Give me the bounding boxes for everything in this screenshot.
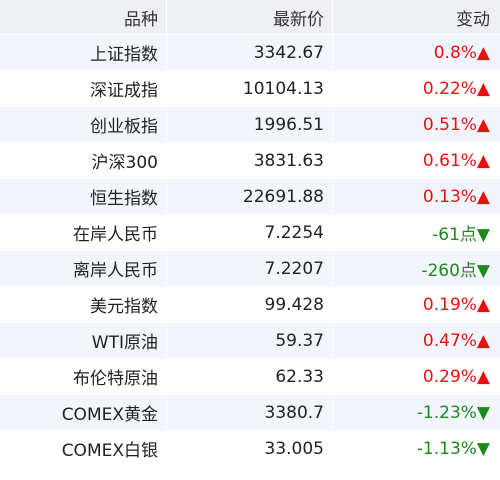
change-cell: -1.13%▼ bbox=[416, 438, 490, 459]
name-cell: 深证成指 bbox=[0, 71, 167, 106]
change-cell: 0.47%▲ bbox=[422, 330, 490, 351]
price-cell: 22691.88 bbox=[167, 179, 333, 214]
table-row: 在岸人民币 7.2254 -61点▼ bbox=[0, 215, 500, 251]
header-cell: 变动 bbox=[456, 9, 490, 30]
table-row: 上证指数 3342.67 0.8%▲ bbox=[0, 35, 500, 71]
table-row: 离岸人民币 7.2207 -260点▼ bbox=[0, 251, 500, 287]
name-cell: 上证指数 bbox=[0, 35, 167, 70]
change-cell: -1.23%▼ bbox=[416, 402, 490, 423]
name-cell: WTI原油 bbox=[0, 323, 167, 358]
change-cell: 0.22%▲ bbox=[422, 78, 490, 99]
header-cell: 品种 bbox=[0, 0, 167, 34]
name-cell: COMEX黄金 bbox=[0, 395, 167, 430]
change-cell: 0.29%▲ bbox=[422, 366, 490, 387]
table-body: 上证指数 3342.67 0.8%▲ 深证成指 10104.13 0.22%▲ 创业板指 19… bbox=[0, 35, 500, 467]
name-cell: 在岸人民币 bbox=[0, 215, 167, 250]
price-cell: 10104.13 bbox=[167, 71, 333, 106]
price-cell: 59.37 bbox=[167, 323, 333, 358]
price-cell: 1996.51 bbox=[167, 107, 333, 142]
change-cell: -61点▼ bbox=[432, 225, 490, 245]
price-cell: 3831.63 bbox=[167, 143, 333, 178]
name-cell: 美元指数 bbox=[0, 287, 167, 322]
name-cell: 布伦特原油 bbox=[0, 359, 167, 394]
price-cell: 3380.7 bbox=[167, 395, 333, 430]
price-cell: 7.2207 bbox=[167, 251, 333, 286]
change-cell: -260点▼ bbox=[421, 261, 490, 281]
price-cell: 3342.67 bbox=[167, 35, 333, 70]
header-row: 品种 最新价 变动 bbox=[0, 0, 500, 35]
name-cell: 恒生指数 bbox=[0, 179, 167, 214]
name-cell: COMEX白银 bbox=[0, 431, 167, 466]
table-row: COMEX黄金 3380.7 -1.23%▼ bbox=[0, 395, 500, 431]
change-cell: 0.13%▲ bbox=[422, 186, 490, 207]
table-row: 布伦特原油 62.33 0.29%▲ bbox=[0, 359, 500, 395]
header-cell: 最新价 bbox=[167, 0, 333, 34]
name-cell: 创业板指 bbox=[0, 107, 167, 142]
table-row: WTI原油 59.37 0.47%▲ bbox=[0, 323, 500, 359]
table-row: 沪深300 3831.63 0.61%▲ bbox=[0, 143, 500, 179]
price-cell: 7.2254 bbox=[167, 215, 333, 250]
change-cell: 0.51%▲ bbox=[422, 114, 490, 135]
table-row: 创业板指 1996.51 0.51%▲ bbox=[0, 107, 500, 143]
name-cell: 沪深300 bbox=[0, 143, 167, 178]
change-cell: 0.19%▲ bbox=[422, 294, 490, 315]
table-row: 深证成指 10104.13 0.22%▲ bbox=[0, 71, 500, 107]
change-cell: 0.61%▲ bbox=[422, 150, 490, 171]
table-row: 美元指数 99.428 0.19%▲ bbox=[0, 287, 500, 323]
table-row: COMEX白银 33.005 -1.13%▼ bbox=[0, 431, 500, 467]
name-cell: 离岸人民币 bbox=[0, 251, 167, 286]
price-cell: 33.005 bbox=[167, 431, 333, 466]
change-cell: 0.8%▲ bbox=[433, 42, 490, 63]
price-cell: 99.428 bbox=[167, 287, 333, 322]
table-row: 恒生指数 22691.88 0.13%▲ bbox=[0, 179, 500, 215]
price-cell: 62.33 bbox=[167, 359, 333, 394]
